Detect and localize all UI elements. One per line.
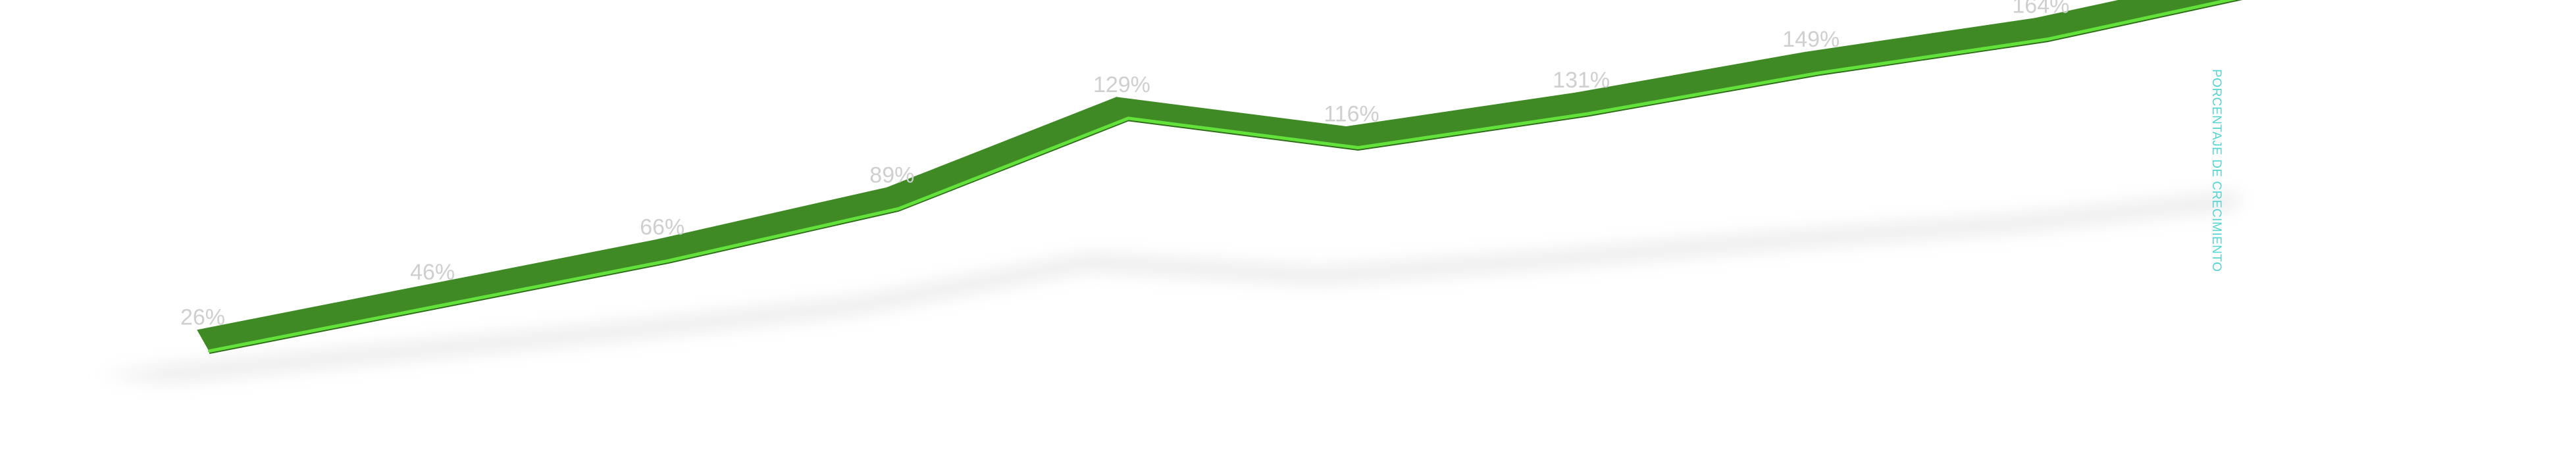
data-label: 129% [1093,72,1150,97]
data-label: 149% [1782,27,1840,52]
ground-shadow [97,193,2238,382]
data-label: 131% [1553,68,1610,93]
series-line [209,0,2237,353]
data-label: 66% [640,214,684,239]
data-point [1816,72,1819,75]
data-label: 164% [2012,0,2069,18]
data-label: 116% [1324,102,1379,127]
data-point [208,349,211,353]
data-point [1127,116,1130,120]
data-labels: 26%46%66%89%129%116%131%149%164%186% [180,0,2069,330]
data-point [897,207,900,210]
ribbon-shadow [97,193,2238,382]
ribbon-segment [886,97,1129,209]
data-point [438,304,441,307]
data-label: 26% [180,305,225,330]
data-point [1586,112,1589,116]
series-line-shade [209,0,2243,355]
data-point [667,259,671,262]
data-point [2046,37,2049,41]
y-axis-title: PORCENTAJE DE CRECIMIENTO [2209,69,2223,272]
data-label: 89% [869,162,914,187]
ribbon-segment [426,239,669,307]
data-point [1356,146,1360,149]
ribbon-segment [1575,51,1818,114]
ribbon-edge-line [208,0,2243,355]
ribbon-segment [197,284,440,352]
data-label: 46% [410,260,455,285]
ribbon-segment [656,187,900,261]
